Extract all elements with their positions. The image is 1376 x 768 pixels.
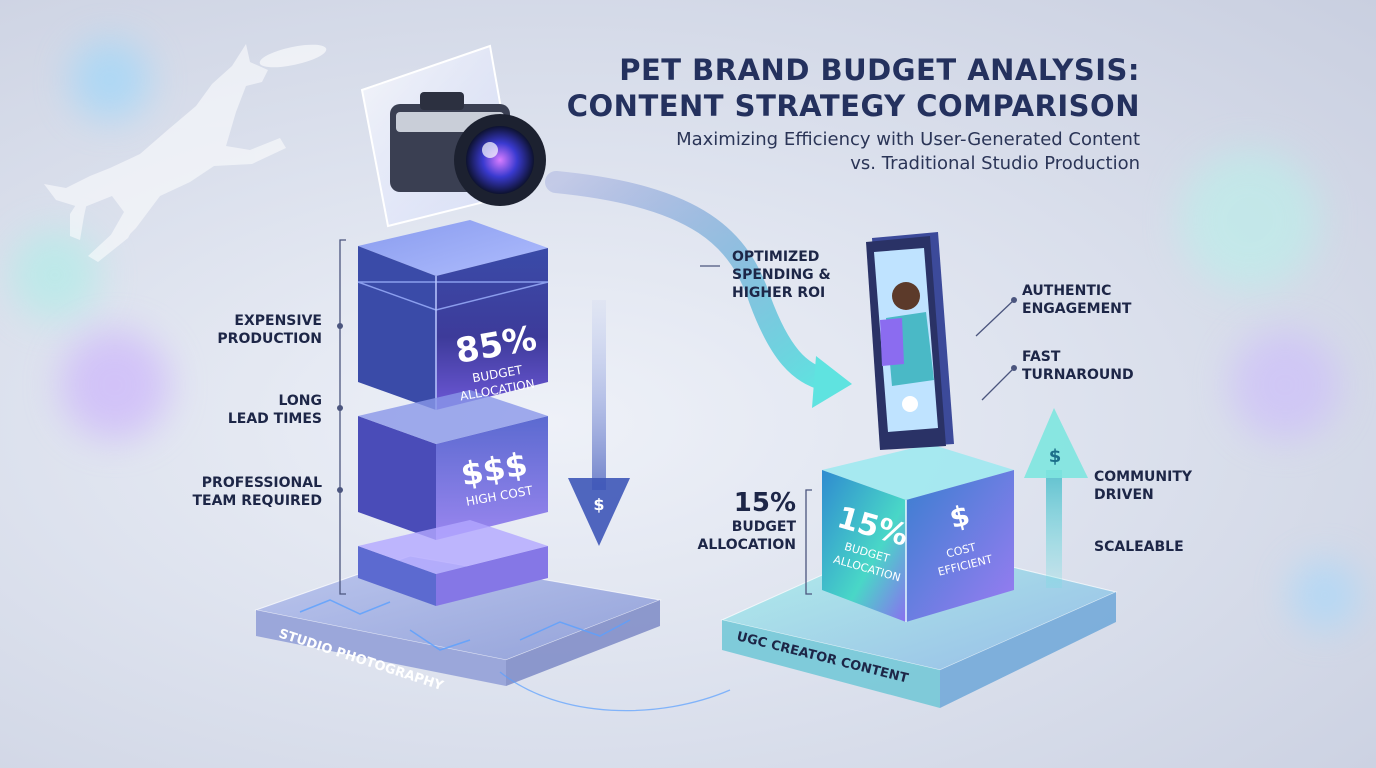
- studio-feature-dot: [337, 323, 343, 329]
- page-title-line-2: CONTENT STRATEGY COMPARISON: [566, 89, 1140, 123]
- page-title: PET BRAND BUDGET ANALYSIS: CONTENT STRAT…: [567, 52, 1140, 124]
- studio-budget-cube: [357, 220, 549, 410]
- bokeh-light: [1290, 560, 1360, 630]
- up-arrow: [1024, 408, 1088, 588]
- ugc-side-caption-2: ALLOCATION: [697, 537, 796, 553]
- bokeh-light: [1230, 330, 1340, 440]
- flow-curve-arrow: [545, 171, 852, 408]
- smartphone-icon: [866, 232, 954, 450]
- bokeh-light: [60, 330, 170, 440]
- circuit-lines: [299, 599, 631, 651]
- studio-feature-dot: [337, 487, 343, 493]
- dollar-icon: $: [593, 495, 604, 514]
- ugc-feature-bracket: [805, 489, 812, 595]
- bokeh-light: [70, 40, 150, 120]
- ugc-feature-community: COMMUNITY DRIVEN: [1094, 469, 1193, 503]
- studio-feature-bracket: [339, 239, 346, 595]
- ugc-budget-cube: [822, 444, 1014, 622]
- page-subtitle-line-1: Maximizing Efficiency with User-Generate…: [676, 129, 1140, 150]
- camera-icon: [360, 44, 546, 228]
- ugc-side-budget: 15% BUDGET ALLOCATION: [698, 488, 796, 554]
- page-subtitle: Maximizing Efficiency with User-Generate…: [676, 128, 1140, 176]
- ugc-feature-authentic: AUTHENTIC ENGAGEMENT: [1022, 283, 1132, 317]
- down-arrow: [568, 300, 630, 546]
- platform-connector: [499, 671, 731, 712]
- studio-feature-dot: [337, 405, 343, 411]
- ugc-side-caption-1: BUDGET: [731, 519, 796, 535]
- flow-label: OPTIMIZED SPENDING & HIGHER ROI: [732, 249, 831, 301]
- page-title-line-1: PET BRAND BUDGET ANALYSIS:: [619, 53, 1140, 87]
- ugc-feature-fast: FAST TURNAROUND: [1022, 349, 1134, 383]
- page-subtitle-line-2: vs. Traditional Studio Production: [850, 153, 1140, 174]
- ugc-feature-scaleable: SCALEABLE: [1094, 539, 1184, 555]
- studio-feature-expensive: EXPENSIVE PRODUCTION: [217, 313, 322, 347]
- studio-feature-team: PROFESSIONAL TEAM REQUIRED: [192, 475, 322, 509]
- studio-feature-lead-times: LONG LEAD TIMES: [227, 393, 322, 427]
- ugc-side-percent: 15%: [733, 488, 796, 518]
- studio-platform: [254, 555, 662, 686]
- frisbee-icon: [259, 44, 327, 68]
- studio-base-slab: [358, 520, 548, 606]
- ugc-feature-dot: [1011, 297, 1017, 303]
- bokeh-light: [10, 230, 100, 320]
- dog-silhouette-icon: [44, 44, 286, 262]
- ugc-feature-dot: [1011, 365, 1017, 371]
- ugc-feature-leaders: [975, 299, 1015, 401]
- studio-cost-cube: [358, 390, 548, 540]
- dollar-icon: $: [1049, 446, 1062, 467]
- bokeh-light: [1180, 150, 1320, 290]
